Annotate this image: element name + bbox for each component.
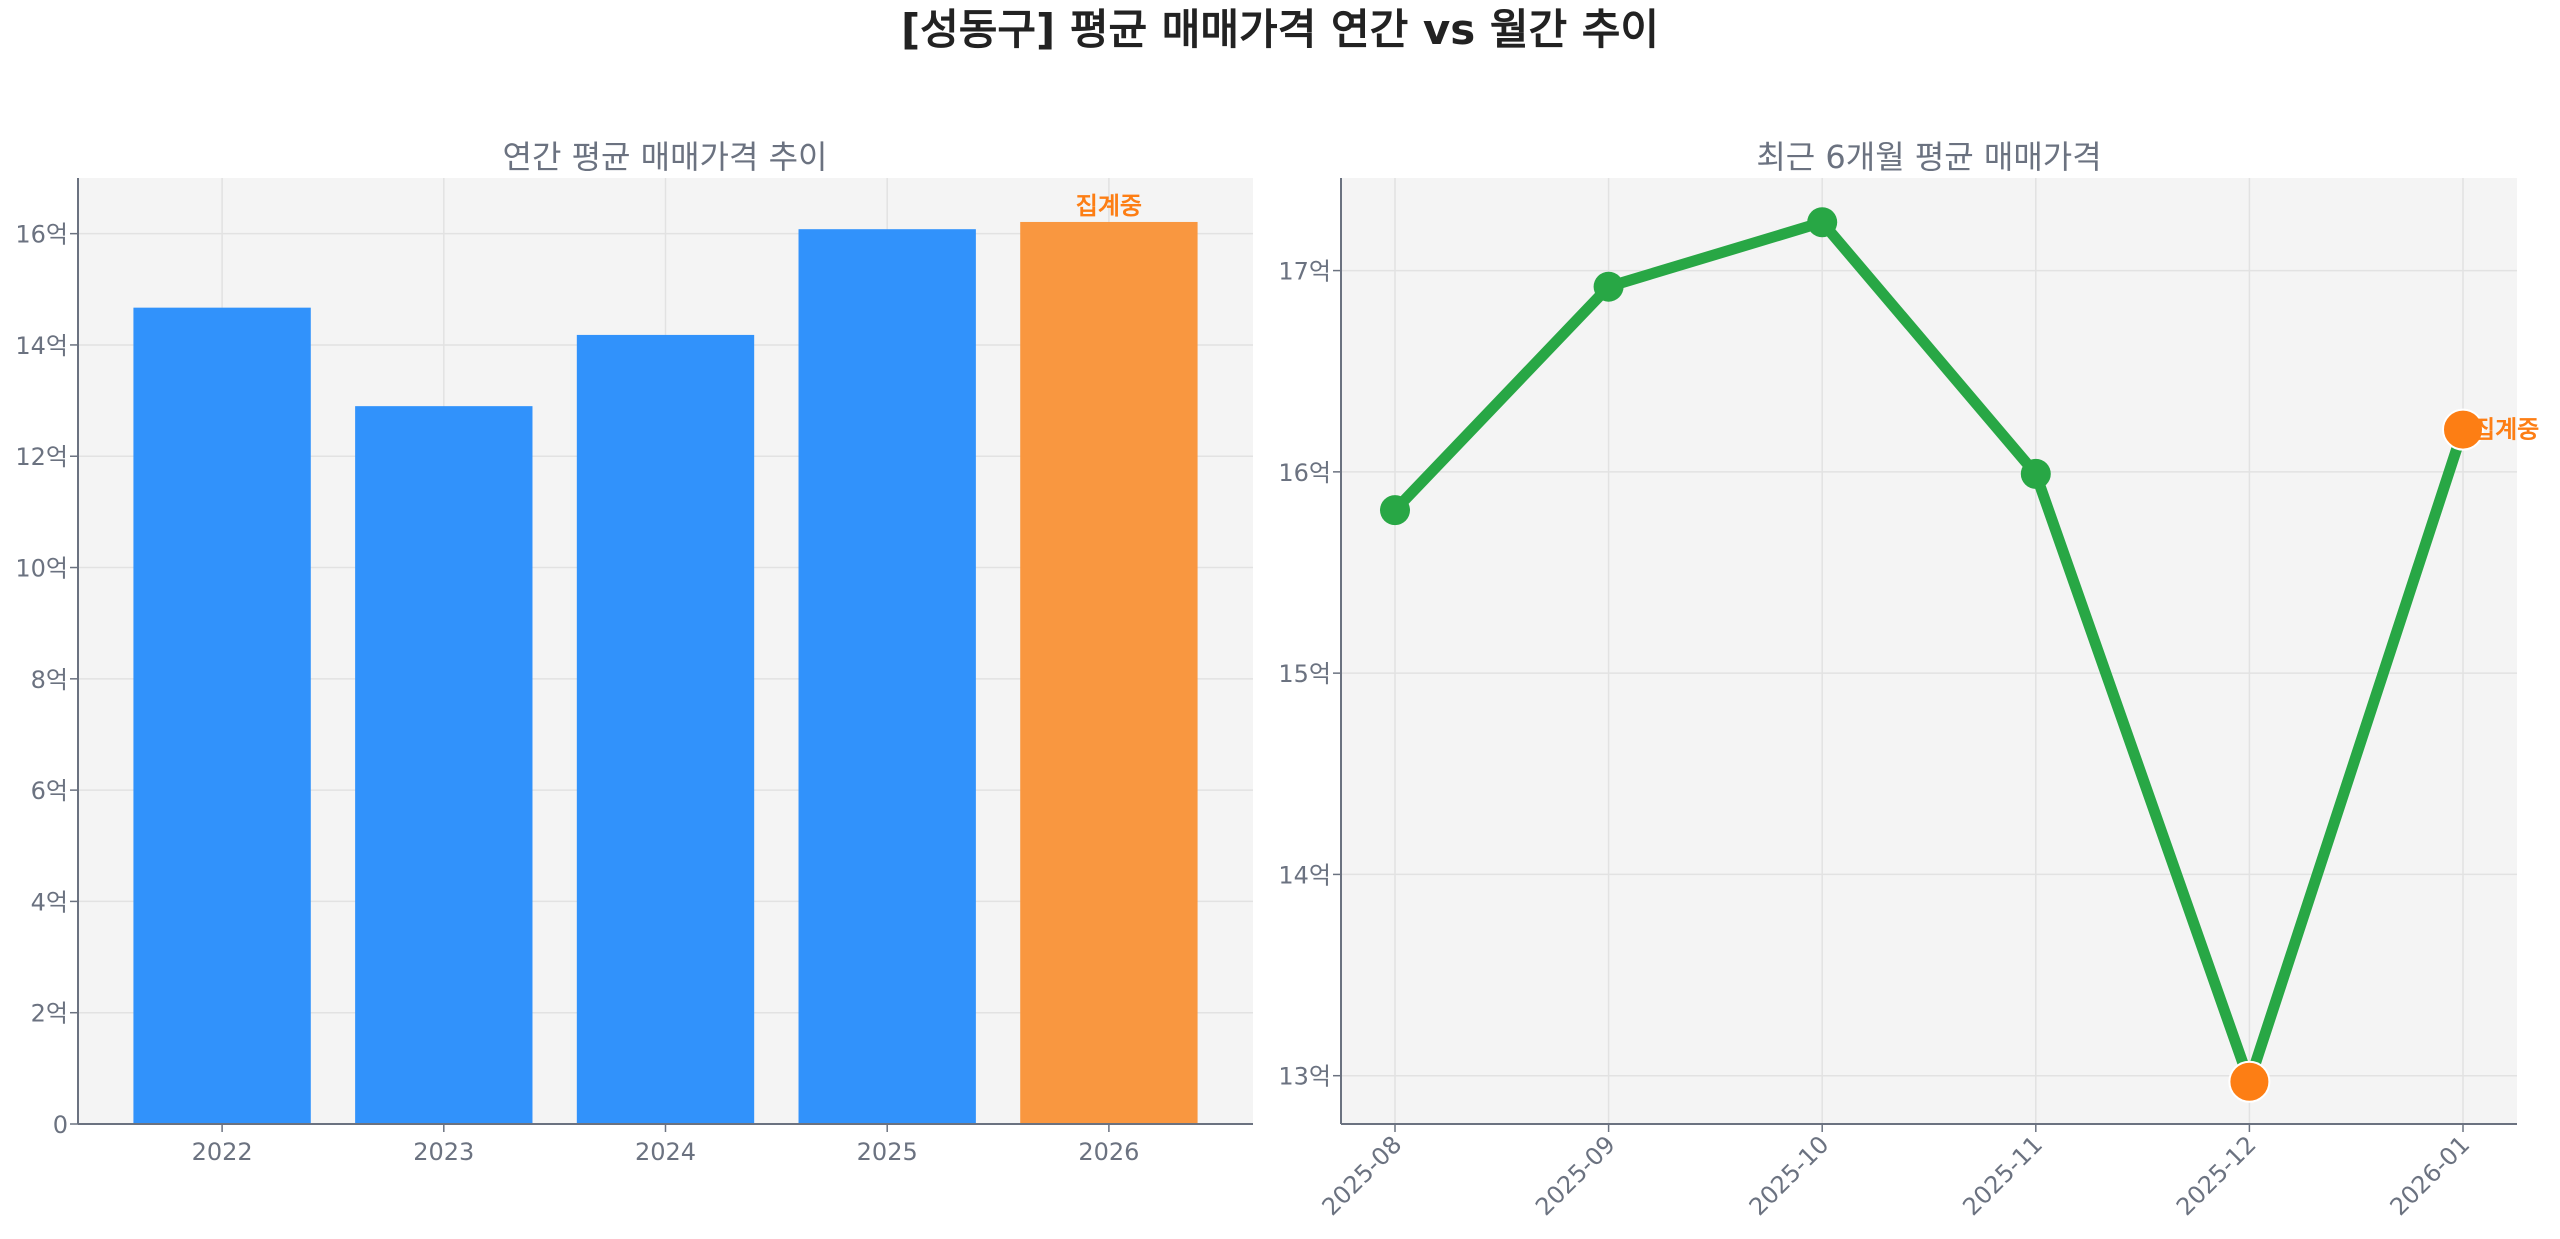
y-tick-label: 16억 (1278, 459, 1331, 487)
x-tick-label: 2025-08 (1317, 1130, 1408, 1221)
y-tick-label: 6억 (31, 777, 68, 805)
x-tick-label: 2022 (192, 1138, 253, 1166)
bar (576, 334, 755, 1125)
x-tick-label: 2025-10 (1744, 1130, 1835, 1221)
y-tick-label: 17억 (1278, 258, 1331, 286)
bar (355, 406, 533, 1124)
y-tick-label: 0 (53, 1111, 68, 1139)
line-chart-title: 최근 6개월 평균 매매가격 (1756, 138, 2101, 176)
partial-label: 집계중 (1076, 192, 1142, 220)
plot-area (1341, 178, 2517, 1124)
data-point (1593, 271, 1624, 302)
y-tick-label: 12억 (15, 443, 68, 471)
bar-partial (1020, 221, 1198, 1124)
bar-chart: 0 2억 4억 6억 8억 10억 12억 14억 16억 2022 2023 2024 2025 202… (15, 178, 1253, 1166)
data-point (1380, 495, 1410, 526)
y-tick-label: 4억 (31, 888, 68, 916)
y-tick-label: 2억 (31, 1000, 68, 1028)
x-tick-label: 2024 (635, 1138, 696, 1166)
y-tick-label: 10억 (15, 555, 68, 583)
y-tick-label: 8억 (31, 666, 68, 694)
x-tick-label: 2025-09 (1530, 1130, 1621, 1221)
series-line (1391, 216, 2469, 1088)
x-tick-label: 2026-01 (2385, 1130, 2476, 1221)
x-tick-label: 2025 (857, 1138, 918, 1166)
bar (798, 229, 976, 1124)
bar-chart-title: 연간 평균 매매가격 추이 (503, 138, 828, 176)
highlight-point (2442, 408, 2484, 451)
highlight-point (2228, 1060, 2271, 1103)
y-tick-label: 13억 (1278, 1063, 1331, 1091)
line-chart: 13억 14억 15억 16억 17억 2025-08 2025-09 2025-10 2025… (1278, 178, 2539, 1221)
y-tick-label: 14억 (15, 332, 68, 360)
x-tick-label: 2026 (1078, 1138, 1139, 1166)
partial-label: 집계중 (2473, 416, 2539, 444)
x-tick-label: 2025-11 (1957, 1130, 2048, 1221)
x-tick-label: 2023 (413, 1138, 474, 1166)
y-tick-label: 16억 (15, 221, 68, 249)
y-tick-label: 14억 (1278, 861, 1331, 889)
y-tick-label: 15억 (1278, 660, 1331, 688)
figure-title: [성동구] 평균 매매가격 연간 vs 월간 추이 (901, 5, 1659, 54)
x-tick-label: 2025-12 (2171, 1130, 2262, 1221)
data-point (1807, 207, 1838, 238)
bar (133, 307, 311, 1124)
data-point (2020, 458, 2051, 489)
